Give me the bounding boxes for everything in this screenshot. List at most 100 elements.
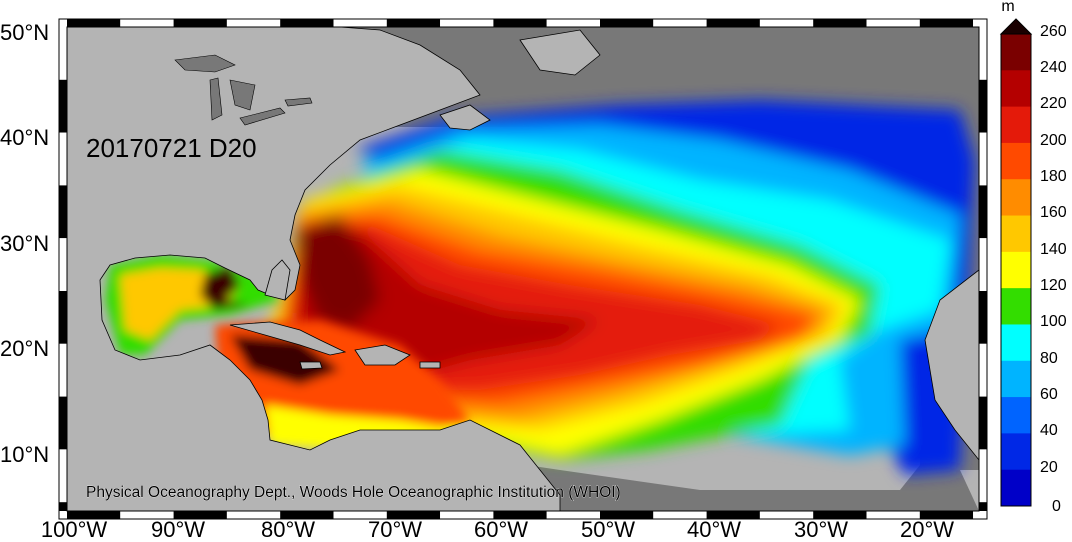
frame-segment (440, 19, 494, 27)
frame-segment (973, 19, 979, 27)
puerto-rico (419, 361, 441, 369)
lon-label: 70°W (368, 517, 422, 542)
frame-segment (120, 511, 174, 519)
d20-depth-field (225, 100, 975, 475)
lon-label: 100°W (41, 517, 108, 542)
lat-label: 30°N (0, 231, 49, 256)
colorbar-tick: 80 (1040, 350, 1058, 367)
colorbar-swatch (1001, 397, 1031, 434)
frame-segment (979, 449, 987, 503)
colorbar-swatch (1001, 142, 1031, 180)
colorbar-tick: 60 (1040, 386, 1058, 403)
hispaniola (354, 344, 411, 366)
credit-label: Physical Oceanography Dept., Woods Hole … (86, 484, 621, 501)
frame-segment (813, 19, 867, 27)
colorbar-tick: 120 (1040, 277, 1067, 294)
florida (264, 259, 291, 301)
lake-superior (174, 54, 236, 73)
field-240-260m (295, 215, 380, 330)
colorbar-tick: 40 (1040, 422, 1058, 439)
frame-segment (59, 132, 67, 186)
frame-segment (979, 79, 987, 133)
colorbar: m 260 240 220 200 180 160 140 120 100 80… (999, 0, 1067, 515)
africa (924, 269, 979, 461)
frame-segment (973, 511, 979, 519)
lake-huron (229, 79, 256, 111)
frame-segment (919, 19, 974, 27)
frame-segment (59, 449, 67, 503)
colorbar-tick: 140 (1040, 241, 1067, 258)
frame-segment (59, 396, 67, 450)
frame-segment (866, 511, 920, 519)
lat-label: 10°N (0, 442, 49, 467)
lake-michigan (209, 77, 223, 121)
frame-segment (546, 511, 600, 519)
frame-segment (59, 291, 67, 344)
frame-segment (919, 511, 974, 519)
colorbar-swatch (1001, 179, 1031, 217)
colorbar-outline (1000, 33, 1032, 507)
gulf-loop-current (200, 265, 250, 310)
frame-segment (866, 19, 920, 27)
nova-scotia (439, 104, 491, 131)
cuba (229, 321, 347, 356)
frame-segment (653, 19, 707, 27)
colorbar-swatch (1001, 433, 1031, 471)
frame-segment (173, 19, 227, 27)
frame-segment (979, 396, 987, 450)
newfoundland (519, 29, 601, 76)
colorbar-swatches (1001, 34, 1031, 507)
frame-inner-outline (66, 26, 980, 512)
frame-segment (493, 511, 547, 519)
colorbar-tick: 240 (1040, 59, 1067, 76)
frame-segment (333, 19, 387, 27)
lon-label: 50°W (581, 517, 635, 542)
colorbar-tick: 180 (1040, 168, 1067, 185)
frame-segment (386, 19, 441, 27)
frame-segment (706, 511, 760, 519)
colorbar-tick: 0 (1052, 498, 1061, 515)
frame-outline (58, 18, 988, 520)
colorbar-tick: 160 (1040, 204, 1067, 221)
colorbar-tick: 220 (1040, 95, 1067, 112)
frame-segment (173, 511, 227, 519)
frame-segment (759, 19, 814, 27)
frame-segment (59, 343, 67, 397)
lake-ontario (284, 97, 313, 107)
lon-label: 20°W (900, 517, 954, 542)
frame-segment (386, 511, 441, 519)
frame-segment (226, 511, 281, 519)
north-america (67, 27, 561, 511)
lon-label: 80°W (261, 517, 315, 542)
colorbar-tick: 200 (1040, 132, 1067, 149)
frame-segment (67, 19, 121, 27)
frame-segment (979, 343, 987, 397)
colorbar-swatch (1001, 34, 1031, 71)
lat-label: 50°N (0, 20, 49, 45)
longitude-labels: 100°W 90°W 80°W 70°W 60°W 50°W 40°W 30°W… (41, 517, 954, 542)
gulf-field (105, 255, 280, 355)
frame-segment (59, 185, 67, 239)
frame-segment (280, 511, 334, 519)
colorbar-ticks: 260 240 220 200 180 160 140 120 100 80 6… (1040, 23, 1067, 515)
frame-segment (600, 511, 654, 519)
frame-segment (333, 511, 387, 519)
frame-segment (979, 27, 987, 80)
frame-segment (226, 19, 281, 27)
map-plot-area (67, 27, 979, 511)
lon-label: 90°W (151, 517, 205, 542)
colorbar-swatch (1001, 70, 1031, 108)
frame-segment (653, 511, 707, 519)
frame-segment (440, 511, 494, 519)
frame-segment (813, 511, 867, 519)
colorbar-tick: 260 (1040, 23, 1067, 40)
colorbar-swatch (1001, 469, 1031, 507)
frame-segment (759, 511, 814, 519)
colorbar-tick: 100 (1040, 313, 1067, 330)
colorbar-swatch (1001, 288, 1031, 325)
colorbar-swatch (1001, 324, 1031, 362)
colorbar-unit: m (1001, 0, 1014, 15)
land-masses (67, 27, 979, 511)
lon-label: 60°W (474, 517, 528, 542)
colorbar-swatch (1001, 106, 1031, 144)
